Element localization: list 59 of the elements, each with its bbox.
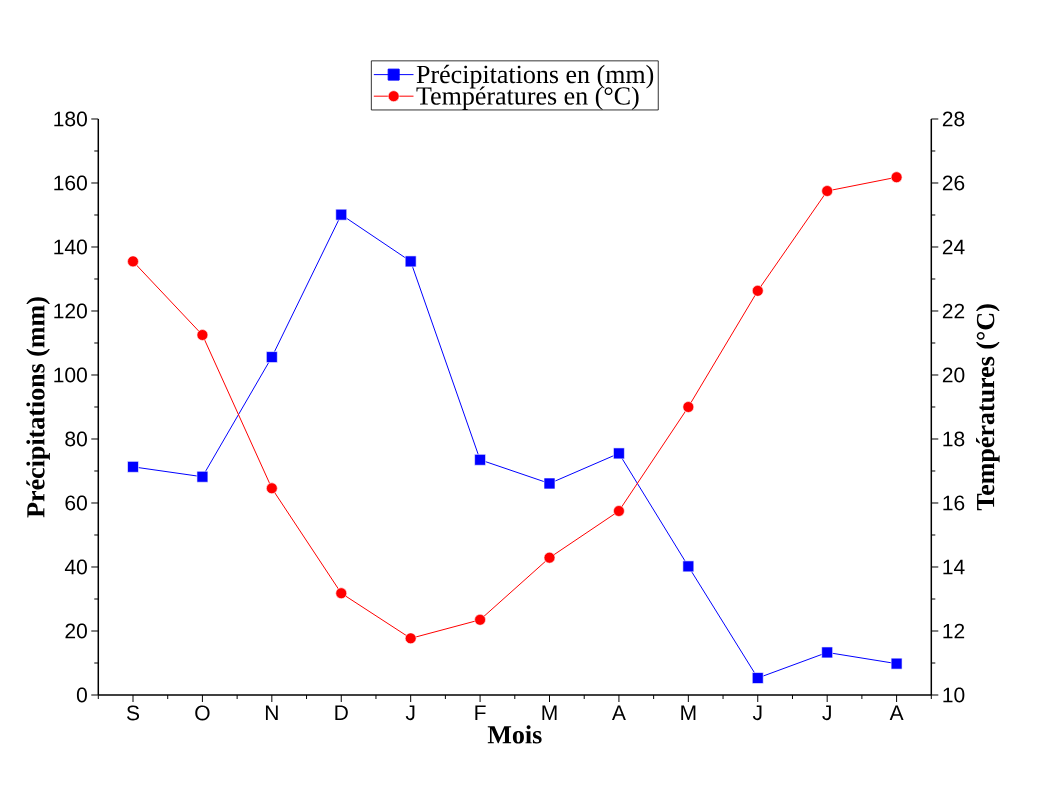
y-tick-label: 60 bbox=[65, 495, 87, 511]
point bbox=[613, 447, 625, 460]
point bbox=[335, 208, 348, 221]
y2-tick-label: 18 bbox=[943, 431, 965, 447]
y2-tick-label: 14 bbox=[943, 559, 965, 575]
point bbox=[266, 482, 278, 495]
point bbox=[890, 171, 903, 184]
y2-tick-label: 24 bbox=[942, 239, 965, 255]
y-tick-label: 40 bbox=[64, 559, 87, 575]
y2-tick-label: 12 bbox=[943, 623, 965, 639]
x-tick-label: O bbox=[195, 705, 210, 721]
y2-tick-label: 28 bbox=[942, 111, 965, 127]
x-tick-label: D bbox=[335, 705, 348, 720]
point bbox=[543, 551, 556, 564]
point bbox=[335, 587, 348, 600]
x-tick-label: F bbox=[475, 705, 486, 720]
point bbox=[543, 477, 556, 490]
point bbox=[196, 470, 209, 483]
point bbox=[682, 560, 695, 573]
x-tick-label: A bbox=[889, 705, 904, 720]
y-tick-label: 120 bbox=[54, 303, 87, 319]
x-tick-label: N bbox=[265, 705, 278, 720]
y-tick-label: 0 bbox=[76, 687, 87, 703]
y-tick-label: 20 bbox=[65, 623, 87, 639]
point bbox=[127, 255, 139, 268]
x-tick-label: M bbox=[542, 705, 557, 720]
y2-tick-label: 26 bbox=[942, 175, 965, 191]
y2-tick-label: 20 bbox=[942, 367, 965, 383]
y-tick-label: 180 bbox=[54, 111, 87, 127]
x-tick-label: J bbox=[822, 705, 831, 721]
point bbox=[196, 329, 209, 341]
point bbox=[127, 461, 139, 473]
y-tick-label: 100 bbox=[54, 367, 87, 383]
y2-tick-label: 10 bbox=[943, 687, 965, 703]
x-axis-title: Mois bbox=[487, 725, 542, 744]
y-tick-label: 80 bbox=[65, 431, 87, 447]
x-tick-label: S bbox=[126, 705, 140, 721]
point bbox=[266, 351, 278, 363]
point bbox=[404, 632, 417, 645]
point bbox=[474, 614, 486, 626]
point bbox=[821, 646, 833, 659]
point bbox=[474, 454, 486, 466]
y-tick-label: 140 bbox=[54, 239, 87, 255]
y-tick-label: 160 bbox=[54, 175, 87, 191]
point bbox=[890, 657, 903, 670]
y-axis-title: Précipitations (mm) bbox=[26, 297, 50, 518]
point bbox=[682, 401, 695, 413]
x-tick-label: J bbox=[405, 705, 415, 721]
point bbox=[821, 185, 833, 197]
x-tick-label: M bbox=[681, 705, 696, 720]
point bbox=[751, 672, 764, 684]
point bbox=[404, 255, 417, 268]
x-tick-label: J bbox=[752, 705, 762, 721]
y2-tick-label: 16 bbox=[943, 495, 965, 511]
y2-tick-label: 22 bbox=[942, 303, 965, 319]
point bbox=[751, 285, 764, 297]
point bbox=[613, 505, 625, 517]
y2-axis-title: Températures (°C) bbox=[976, 304, 1000, 511]
x-tick-label: A bbox=[611, 705, 626, 720]
